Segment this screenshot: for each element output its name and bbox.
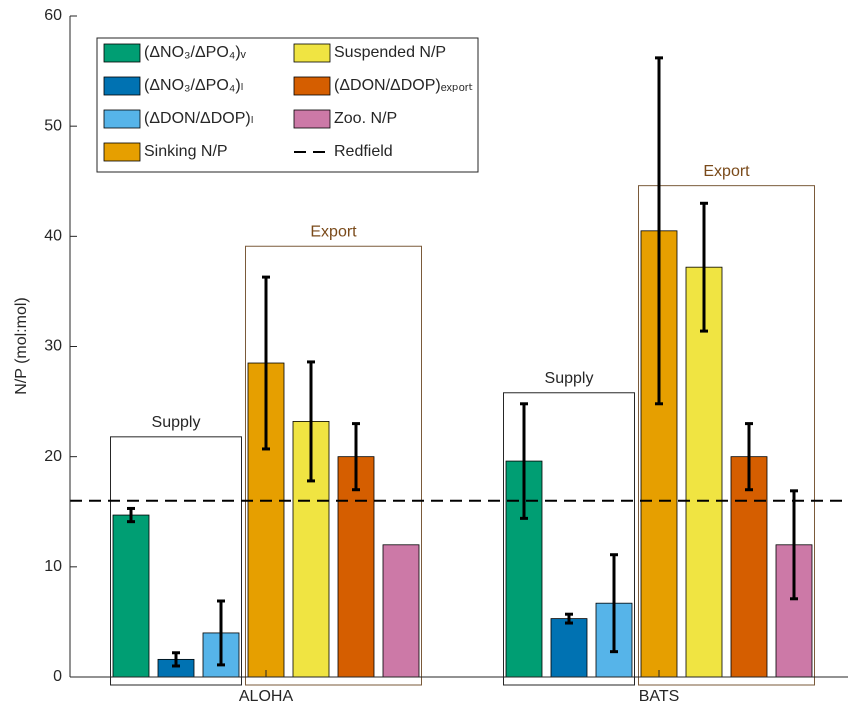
bar — [730, 456, 768, 678]
y-tick-label: 60 — [44, 7, 62, 24]
legend-label: Suspended N/P — [334, 44, 446, 61]
legend-swatch — [103, 76, 141, 96]
legend-swatch — [103, 142, 141, 162]
y-tick-label: 40 — [44, 228, 62, 245]
annotation-box — [638, 185, 815, 686]
legend-label: Sinking N/P — [144, 143, 228, 160]
annotation-box — [110, 436, 242, 686]
legend-label: Redfield — [334, 143, 393, 160]
legend — [96, 37, 479, 173]
y-tick-label: 10 — [44, 558, 62, 575]
legend-swatch — [293, 109, 331, 129]
legend-swatch — [103, 43, 141, 63]
annotation-label: Export — [310, 223, 357, 240]
annotation-label: Export — [703, 163, 750, 180]
legend-swatch — [293, 43, 331, 63]
bar — [685, 266, 723, 678]
legend-label: Zoo. N/P — [334, 110, 397, 127]
legend-label: (ΔNO₃/ΔPO₄)ᵥ — [144, 44, 247, 61]
legend-label: (ΔNO₃/ΔPO₄)ₗ — [144, 77, 243, 94]
legend-label: (ΔDON/ΔDOP)ₑₓₚₒᵣₜ — [334, 77, 473, 94]
y-tick-label: 20 — [44, 448, 62, 465]
y-tick-label: 50 — [44, 117, 62, 134]
annotation-label: Supply — [545, 370, 594, 387]
bar — [550, 618, 588, 678]
legend-label: (ΔDON/ΔDOP)ₗ — [144, 110, 253, 127]
x-tick-label: ALOHA — [239, 688, 294, 705]
annotation-box — [503, 392, 635, 686]
legend-swatch — [103, 109, 141, 129]
legend-swatch — [293, 76, 331, 96]
y-axis-label: N/P (mol:mol) — [13, 297, 30, 395]
annotation-label: Supply — [152, 414, 201, 431]
bar — [382, 544, 420, 678]
bar — [112, 514, 150, 678]
y-tick-label: 30 — [44, 338, 62, 355]
y-tick-label: 0 — [53, 668, 62, 685]
x-tick-label: BATS — [639, 688, 680, 705]
annotation-box — [245, 245, 422, 686]
